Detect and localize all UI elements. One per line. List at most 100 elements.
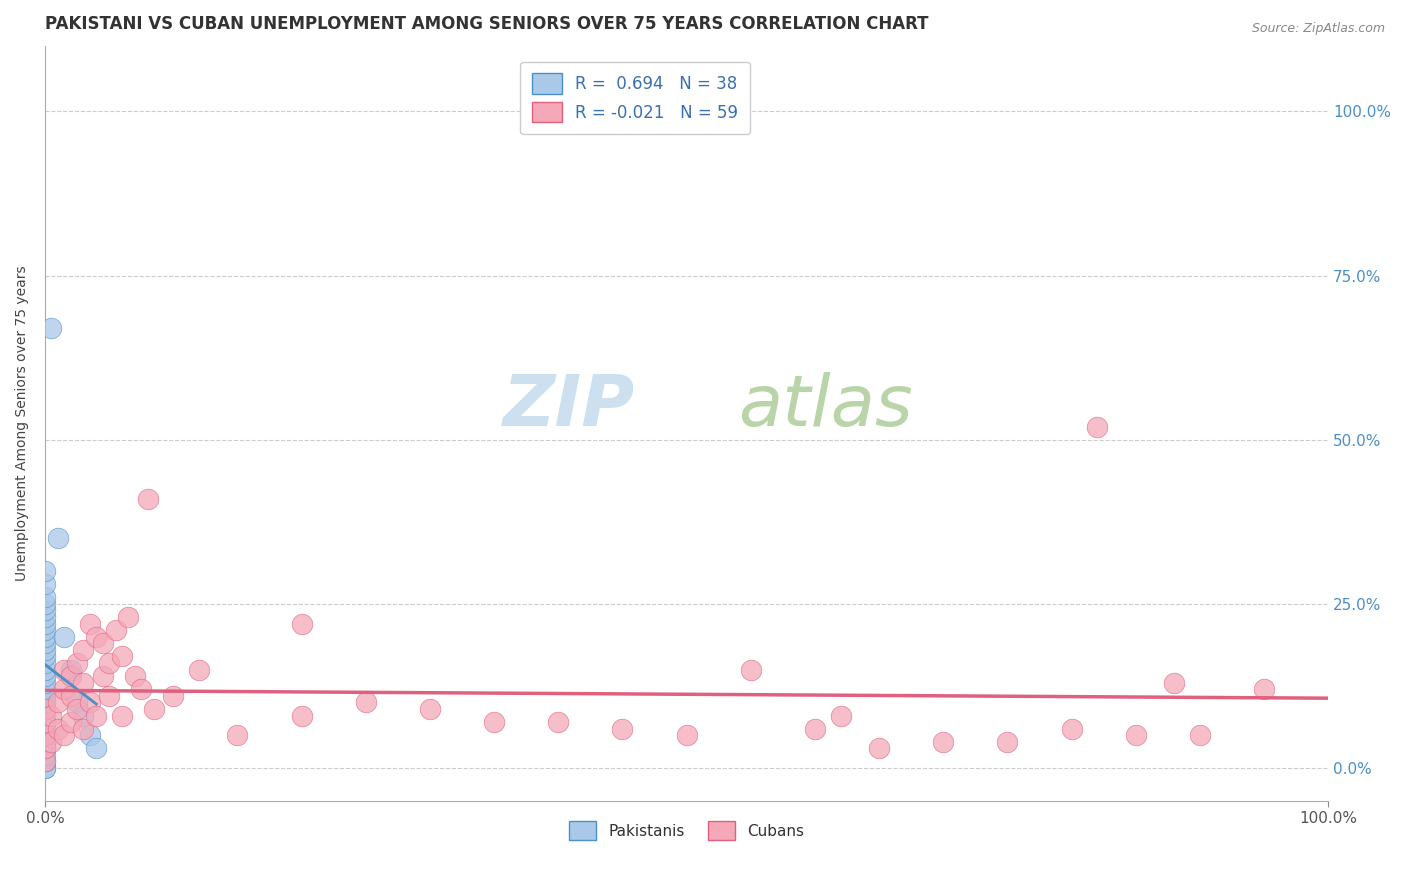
Point (84, 708, 107, 723)
Point (34, 564, 56, 578)
Point (53, 682, 76, 697)
Point (84, 630, 107, 644)
Point (34, 761, 56, 775)
Point (868, 741, 890, 756)
Point (612, 722, 634, 736)
Point (84, 741, 107, 756)
Legend: Pakistanis, Cubans: Pakistanis, Cubans (562, 815, 810, 847)
Point (41, 708, 63, 723)
Point (53, 663, 76, 677)
Point (482, 715, 505, 730)
Point (59, 669, 82, 683)
Point (34, 649, 56, 664)
Point (136, 491, 159, 506)
Point (291, 616, 314, 631)
Point (66, 656, 89, 670)
Point (124, 669, 146, 683)
Point (34, 636, 56, 650)
Point (34, 577, 56, 591)
Point (34, 728, 56, 742)
Point (1188, 728, 1211, 742)
Point (104, 623, 127, 637)
Point (46, 695, 69, 709)
Point (53, 728, 76, 742)
Point (34, 702, 56, 716)
Point (41, 735, 63, 749)
Point (830, 708, 852, 723)
Point (34, 715, 56, 730)
Point (419, 702, 441, 716)
Point (1085, 419, 1108, 434)
Point (34, 656, 56, 670)
Point (34, 630, 56, 644)
Point (41, 321, 63, 335)
Point (46, 531, 69, 545)
Point (59, 689, 82, 703)
Point (34, 689, 56, 703)
Point (34, 623, 56, 637)
Point (1060, 722, 1083, 736)
Point (1125, 728, 1147, 742)
Point (34, 675, 56, 690)
Point (72, 643, 94, 657)
Point (34, 597, 56, 611)
Text: atlas: atlas (738, 372, 912, 442)
Point (34, 761, 56, 775)
Point (1163, 675, 1185, 690)
Point (91, 636, 114, 650)
Point (79, 695, 101, 709)
Point (34, 741, 56, 756)
Point (59, 715, 82, 730)
Point (91, 669, 114, 683)
Point (79, 616, 101, 631)
Point (111, 649, 134, 664)
Point (66, 695, 89, 709)
Point (34, 669, 56, 683)
Point (117, 610, 139, 624)
Point (59, 663, 82, 677)
Point (34, 755, 56, 769)
Text: Source: ZipAtlas.com: Source: ZipAtlas.com (1251, 22, 1385, 36)
Point (72, 722, 94, 736)
Point (34, 735, 56, 749)
Point (98, 656, 121, 670)
Point (804, 722, 827, 736)
Point (226, 728, 249, 742)
Text: ZIP: ZIP (503, 372, 636, 442)
Point (932, 735, 955, 749)
Point (34, 643, 56, 657)
Point (129, 682, 152, 697)
Point (143, 702, 166, 716)
Point (34, 591, 56, 605)
Point (72, 675, 94, 690)
Point (46, 722, 69, 736)
Point (34, 755, 56, 769)
Point (675, 728, 697, 742)
Point (34, 708, 56, 723)
Point (98, 689, 121, 703)
Point (34, 695, 56, 709)
Y-axis label: Unemployment Among Seniors over 75 years: Unemployment Among Seniors over 75 years (15, 266, 30, 581)
Point (34, 747, 56, 762)
Point (111, 708, 134, 723)
Point (34, 682, 56, 697)
Point (740, 663, 762, 677)
Point (53, 630, 76, 644)
Point (291, 708, 314, 723)
Point (34, 616, 56, 631)
Point (34, 728, 56, 742)
Point (34, 741, 56, 756)
Point (34, 715, 56, 730)
Point (995, 735, 1018, 749)
Point (66, 702, 89, 716)
Point (1253, 682, 1275, 697)
Point (34, 702, 56, 716)
Point (72, 708, 94, 723)
Text: PAKISTANI VS CUBAN UNEMPLOYMENT AMONG SENIORS OVER 75 YEARS CORRELATION CHART: PAKISTANI VS CUBAN UNEMPLOYMENT AMONG SE… (45, 15, 928, 33)
Point (547, 715, 569, 730)
Point (354, 695, 377, 709)
Point (34, 722, 56, 736)
Point (34, 663, 56, 677)
Point (79, 728, 101, 742)
Point (34, 610, 56, 624)
